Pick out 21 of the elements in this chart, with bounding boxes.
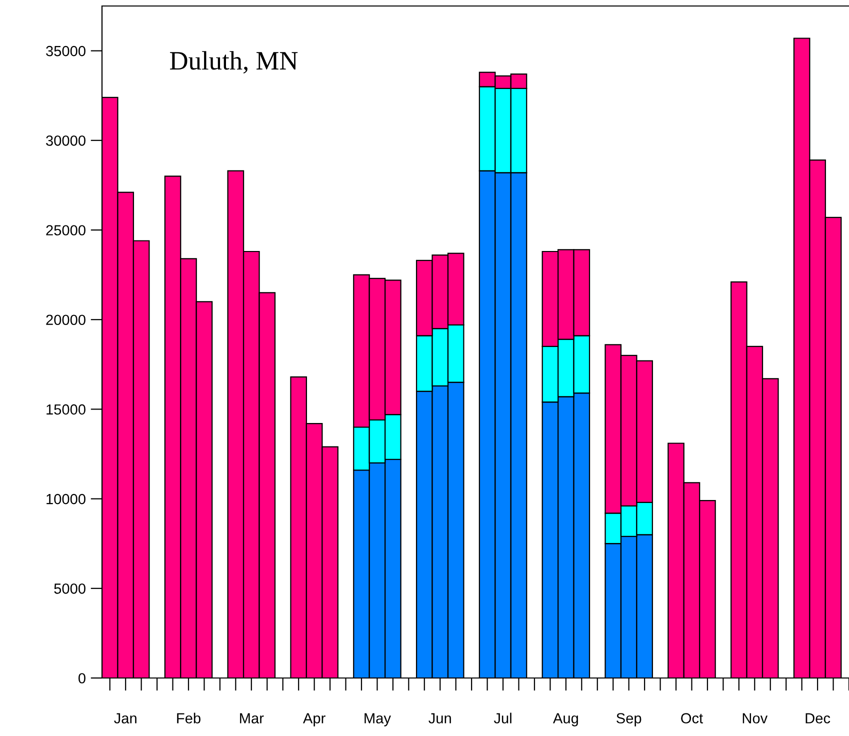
y-tick-label: 20000 (46, 314, 86, 326)
x-tick-label: Jan (114, 713, 136, 724)
x-tick-label: Apr (302, 713, 326, 726)
x-tick-label: Jul (494, 712, 512, 724)
y-tick-label: 30000 (46, 136, 86, 146)
x-tick-label: May (364, 713, 391, 726)
x-tick-label: Nov (742, 713, 768, 724)
x-tick-label: Aug (552, 713, 578, 726)
text: Duluth, MN (170, 51, 298, 74)
x-tick-label: Dec (806, 713, 830, 724)
y-tick-label: 35000 (46, 46, 86, 56)
x-tick-label: Jun (428, 713, 451, 724)
x-tick-label: Feb (177, 712, 200, 724)
x-tick-label: Mar (240, 713, 264, 724)
y-tick-label: 10000 (46, 494, 86, 504)
y-tick-label: 0 (78, 673, 86, 684)
y-tick-label: 5000 (54, 584, 86, 594)
x-tick-label: Sep (616, 713, 642, 726)
y-tick-label: 15000 (46, 404, 86, 415)
y-tick-label: 25000 (46, 225, 86, 236)
x-tick-label: Oct (681, 713, 703, 724)
